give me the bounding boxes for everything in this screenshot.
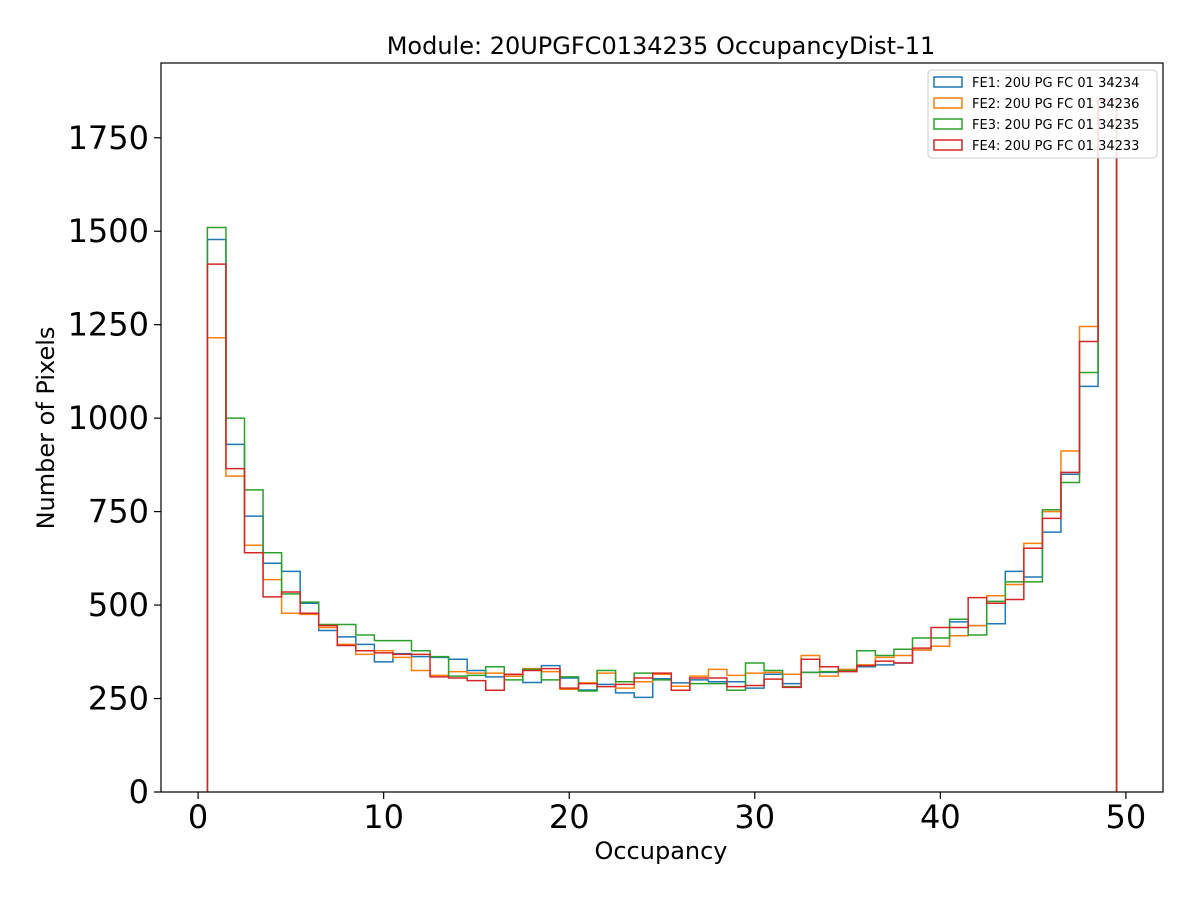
legend-label-4: FE4: 20U PG FC 01 34233 [972,139,1139,154]
series-4-step-line [206,99,1118,792]
legend: FE1: 20U PG FC 01 34234 FE2: 20U PG FC 01… [927,69,1158,159]
y-tick-label: 1250 [68,306,149,344]
plot-frame [160,62,1164,793]
legend-frame [927,69,1158,159]
y-tick-label: 750 [88,493,149,531]
y-axis-ticks: 0 250 500 750 1000 1250 1500 1750 [68,119,161,811]
legend-swatch-2 [933,97,963,109]
legend-label-2: FE2: 20U PG FC 01 34236 [972,97,1139,112]
y-tick-label: 500 [88,586,149,624]
x-tick-label: 40 [920,798,961,836]
series-1-step-line [206,99,1118,792]
y-tick-label: 0 [129,773,149,811]
chart-title: Module: 20UPGFC0134235 OccupancyDist-11 [387,32,936,60]
y-axis-label: Number of Pixels [32,327,60,530]
y-tick-label: 1500 [68,212,149,250]
series-2-step-line [206,99,1118,792]
x-tick-label: 0 [188,798,208,836]
y-tick-label: 250 [88,680,149,718]
series-layer [206,99,1118,792]
legend-swatch-3 [933,118,963,130]
x-tick-label: 30 [734,798,775,836]
x-axis-ticks: 0 10 20 30 40 50 [188,792,1146,836]
x-axis-label: Occupancy [594,837,727,865]
x-tick-label: 20 [549,798,590,836]
legend-swatch-1 [933,76,963,88]
x-tick-label: 50 [1106,798,1147,836]
y-tick-label: 1750 [68,119,149,157]
x-tick-label: 10 [363,798,404,836]
legend-label-3: FE3: 20U PG FC 01 34235 [972,118,1139,133]
legend-swatch-4 [933,139,963,151]
series-3-step-line [206,99,1118,792]
legend-label-1: FE1: 20U PG FC 01 34234 [972,76,1139,91]
y-tick-label: 1000 [68,399,149,437]
